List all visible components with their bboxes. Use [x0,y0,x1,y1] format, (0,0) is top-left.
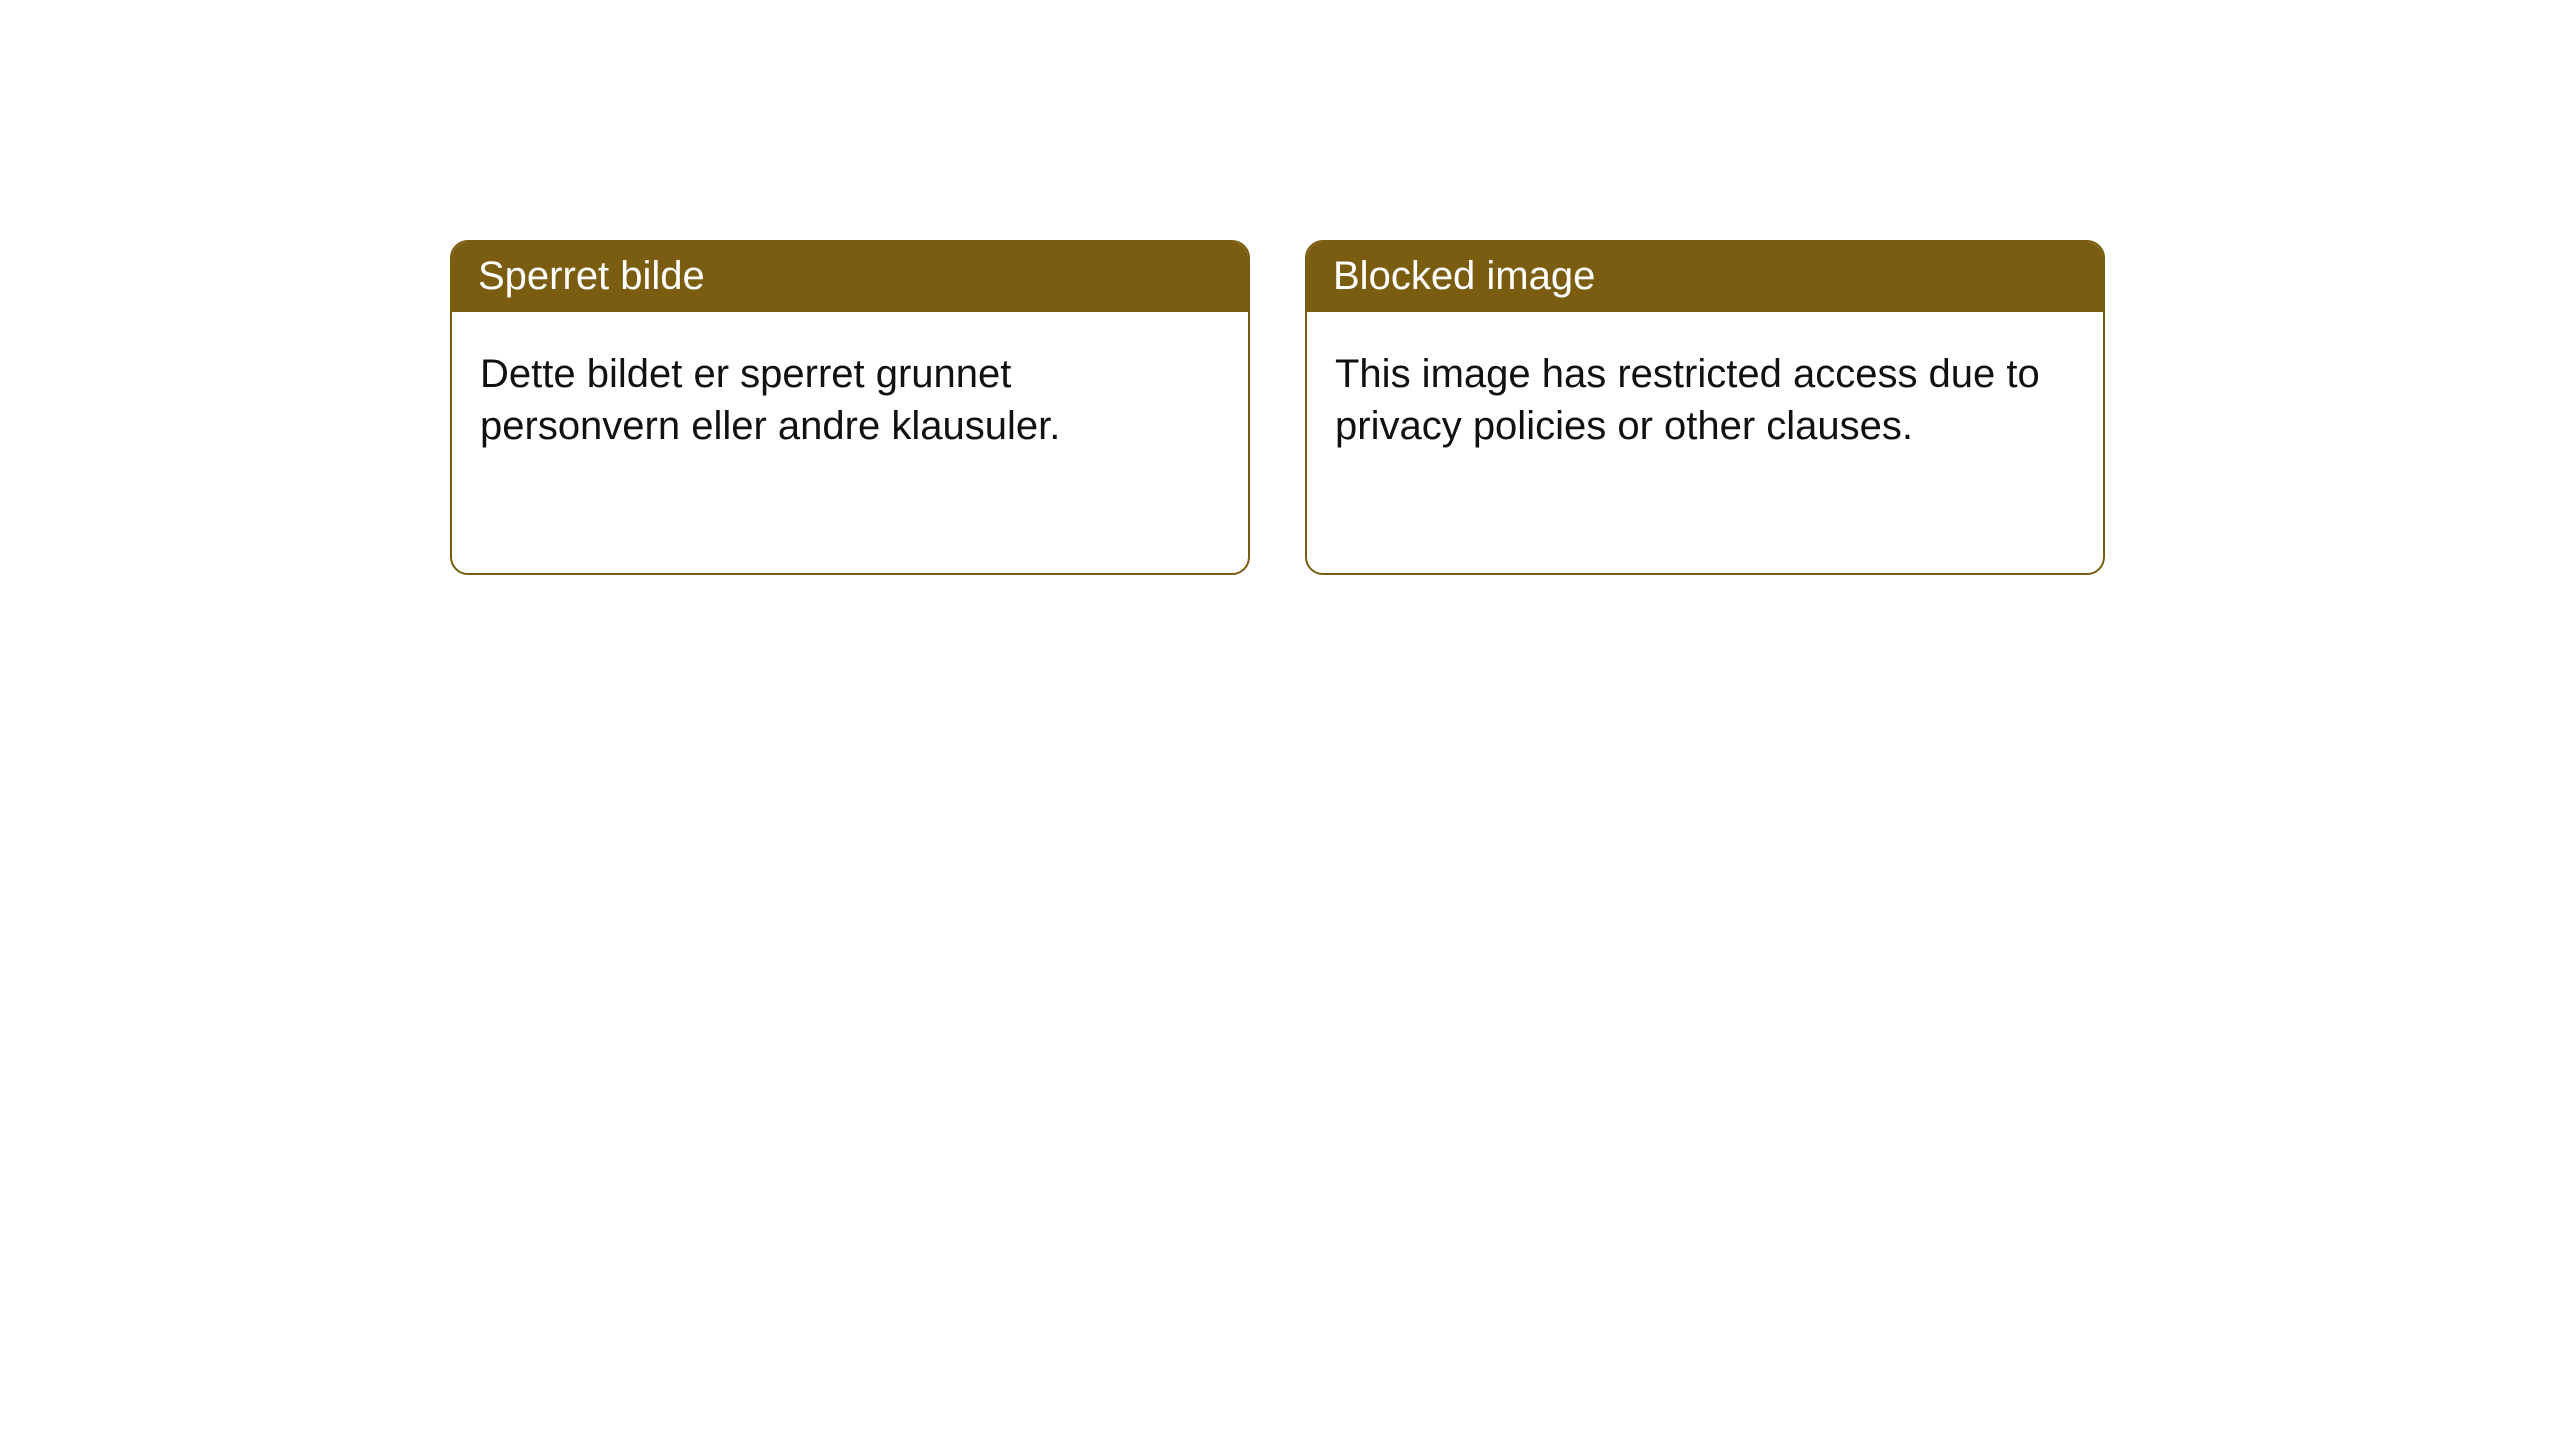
card-english: Blocked image This image has restricted … [1305,240,2105,575]
card-norwegian: Sperret bilde Dette bildet er sperret gr… [450,240,1250,575]
cards-container: Sperret bilde Dette bildet er sperret gr… [450,240,2105,575]
card-header-english: Blocked image [1307,242,2103,312]
card-title-text: Sperret bilde [478,254,705,298]
card-body-text: This image has restricted access due to … [1335,352,2040,448]
card-body-norwegian: Dette bildet er sperret grunnet personve… [452,312,1248,488]
card-body-english: This image has restricted access due to … [1307,312,2103,488]
card-header-norwegian: Sperret bilde [452,242,1248,312]
card-title-text: Blocked image [1333,254,1595,298]
card-body-text: Dette bildet er sperret grunnet personve… [480,352,1060,448]
